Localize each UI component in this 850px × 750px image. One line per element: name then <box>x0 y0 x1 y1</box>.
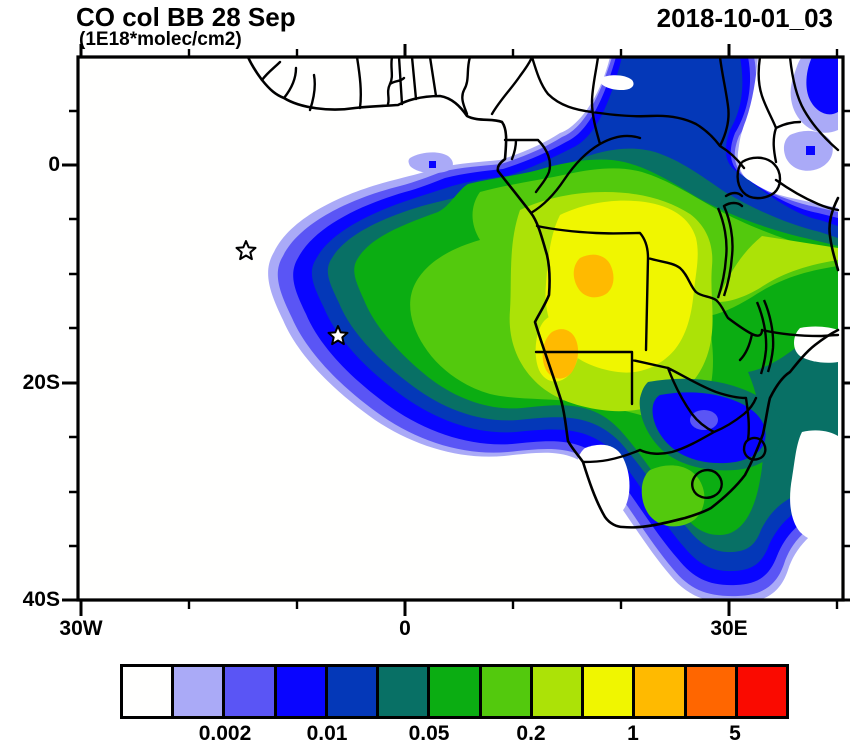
colorbar-cell <box>478 667 530 716</box>
colorbar-cell <box>123 667 172 716</box>
patch-blue-dot-gulf <box>429 161 436 168</box>
y-axis-tick-label: 0 <box>48 153 60 176</box>
eswatini-border <box>744 438 765 460</box>
x-axis-tick-label: 30W <box>59 617 103 640</box>
country-borders <box>262 57 838 462</box>
contour-level-8b <box>718 236 838 302</box>
contour-field <box>79 57 842 599</box>
colorbar-tick-label: 0.2 <box>516 722 546 745</box>
patch-blue-corner <box>806 58 838 115</box>
y-axis-tick-label: 40S <box>22 588 60 611</box>
colorbar <box>120 664 789 719</box>
colorbar-tick-label: 0.002 <box>198 722 252 745</box>
contour-max-1 <box>573 254 614 298</box>
lesotho-border <box>692 470 722 498</box>
dip-violet <box>690 410 718 430</box>
colorbar-tick-label: 0.05 <box>408 722 450 745</box>
colorbar-cell <box>171 667 223 716</box>
colorbar-tick-label: 5 <box>729 722 741 745</box>
star-marker <box>237 241 256 259</box>
colorbar-cell <box>273 667 325 716</box>
colorbar-cell <box>581 667 633 716</box>
pocket-white-sw <box>576 444 630 521</box>
pocket-white-top <box>600 75 634 90</box>
colorbar-cell <box>427 667 479 716</box>
colorbar-cell <box>734 667 787 716</box>
minor-ticks <box>69 49 850 609</box>
colorbar-cell <box>324 667 377 716</box>
contour-level-7b <box>641 465 705 527</box>
star-marker <box>329 326 348 344</box>
lakes <box>718 158 780 374</box>
patch-blue-dot-e <box>806 146 815 155</box>
contour-max-2 <box>542 329 579 379</box>
colorbar-tick-label: 0.01 <box>306 722 348 745</box>
colorbar-cell <box>683 667 735 716</box>
date-label: 2018-10-01_03 <box>656 3 833 33</box>
colorbar-cell <box>376 667 428 716</box>
colorbar-cell <box>222 667 274 716</box>
pocket-white-e3 <box>790 430 838 543</box>
x-axis-tick-label: 30E <box>710 617 748 640</box>
x-axis-tick-label: 0 <box>399 617 411 640</box>
page-title: CO col BB 28 Sep <box>76 2 296 32</box>
y-axis-tick-label: 20S <box>22 371 60 394</box>
colorbar-cell <box>529 667 582 716</box>
colorbar-tick-label: 1 <box>627 722 639 745</box>
contour-level-9 <box>545 200 698 373</box>
units-label: (1E18*molec/cm2) <box>79 29 242 50</box>
colorbar-cell <box>632 667 684 716</box>
major-ticks <box>62 44 850 616</box>
